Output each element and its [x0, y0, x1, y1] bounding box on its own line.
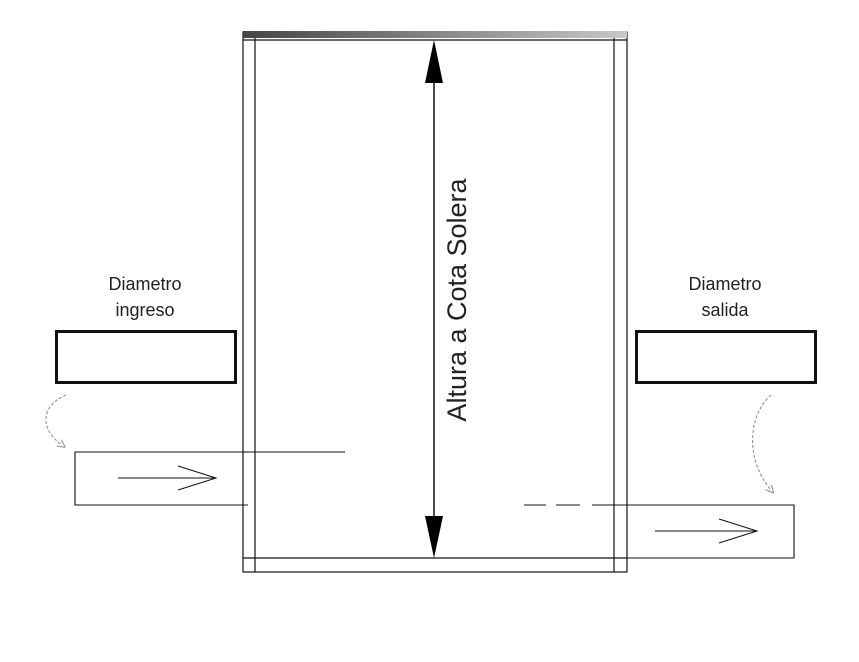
- inlet-flow-arrow-icon: [118, 465, 218, 491]
- inlet-curved-arrow-icon: [45, 394, 67, 445]
- inlet-diameter-input[interactable]: [55, 330, 237, 384]
- outlet-curved-arrow-icon: [752, 394, 771, 490]
- outlet-pipe: [614, 504, 795, 559]
- inlet-pipe: [74, 451, 345, 506]
- arrowhead-down-icon: [425, 516, 443, 558]
- outlet-diameter-label-line2: salida: [701, 300, 749, 320]
- height-dimension-arrow: [425, 40, 443, 558]
- inlet-diameter-label-line1: Diametro: [108, 274, 181, 294]
- chamber-top-edge: [243, 31, 627, 38]
- outlet-flow-arrow-icon: [655, 518, 759, 544]
- height-label: Altura a Cota Solera: [442, 177, 472, 421]
- manhole-chamber: [242, 31, 628, 573]
- outlet-diameter-input[interactable]: [635, 330, 817, 384]
- chamber-outer-wall: [242, 31, 628, 573]
- arrowhead-up-icon: [425, 40, 443, 83]
- inlet-diameter-label-line2: ingreso: [115, 300, 174, 320]
- outlet-diameter-label-line1: Diametro: [688, 274, 761, 294]
